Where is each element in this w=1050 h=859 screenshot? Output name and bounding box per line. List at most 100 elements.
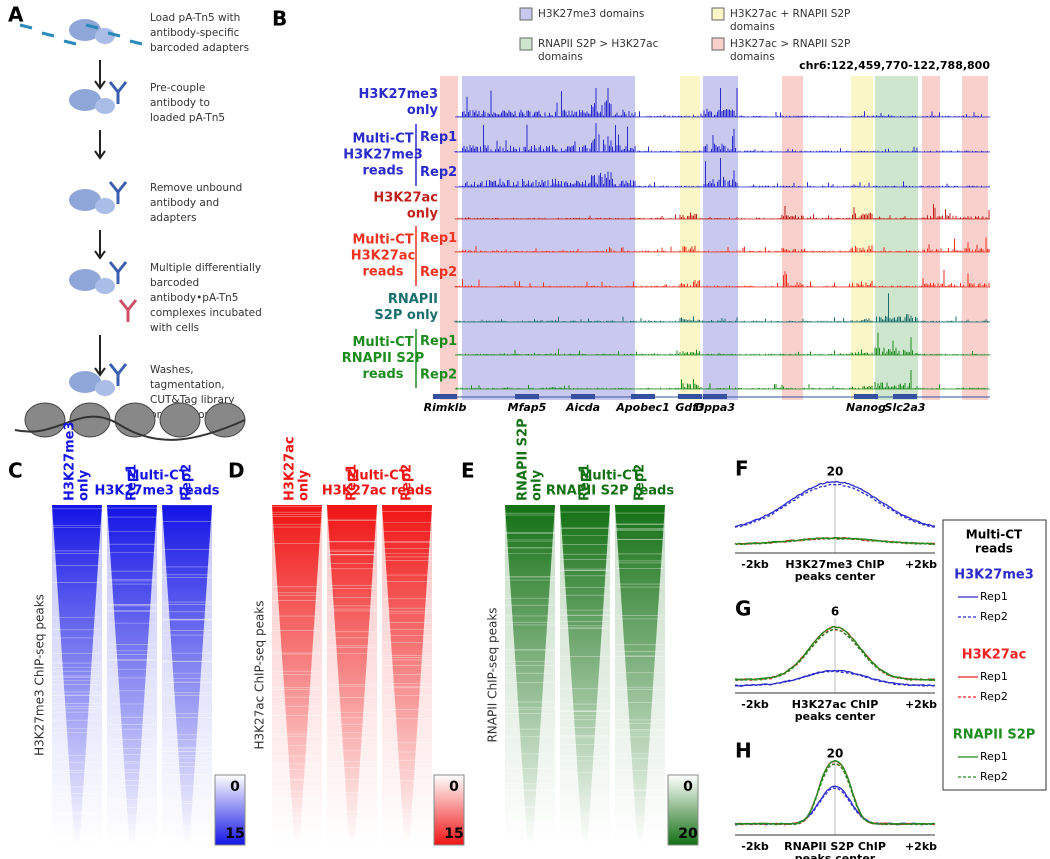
x-label: -2kb	[741, 698, 769, 711]
peak-label: 20	[827, 465, 844, 479]
heatmap-signal	[162, 505, 212, 845]
column-label: H3K27ac	[283, 436, 298, 501]
gene-label: Mfap5	[508, 401, 547, 414]
track-label: Multi-CT	[352, 233, 413, 248]
antibody-icon	[108, 261, 128, 284]
heatmap-ylabel: RNAPII ChIP-seq peaks	[486, 607, 500, 742]
track-label: reads	[362, 265, 403, 280]
protein-icon	[69, 371, 101, 393]
profile-curve	[734, 537, 936, 546]
step-text: CUT&Tag library	[150, 394, 235, 406]
panel-label: A	[8, 3, 24, 27]
track-label: H3K27ac	[351, 249, 416, 264]
gene-model	[893, 394, 917, 399]
gene-label: Aicda	[565, 401, 600, 414]
x-center-label: H3K27me3 ChIP	[785, 558, 884, 571]
panel-label: C	[8, 459, 23, 483]
heatmap-ylabel: H3K27ac ChIP-seq peaks	[253, 600, 267, 749]
panel-label: F	[735, 457, 749, 481]
rep-label: Rep1	[420, 130, 457, 145]
arrow	[94, 335, 106, 377]
gene-model	[433, 394, 457, 399]
heatmap-title: Multi-CT	[579, 469, 640, 484]
gene-model	[571, 394, 595, 399]
track-label: H3K27me3	[343, 148, 423, 163]
legend-swatch	[519, 37, 533, 51]
gene-label: Dppa3	[695, 401, 735, 414]
heatmap-signal	[560, 505, 610, 845]
column-label: Rep1	[578, 464, 593, 501]
panel-label: E	[461, 459, 475, 483]
adapter	[19, 23, 33, 30]
step-text: Pre-couple	[150, 82, 205, 94]
track-label: only	[407, 103, 439, 118]
step-text: complexes incubated	[150, 307, 262, 319]
domain-highlight	[897, 76, 918, 400]
gene-label: Nanog	[846, 401, 886, 414]
profile-curve	[735, 763, 936, 826]
protein-icon	[95, 198, 115, 214]
peak-label: 20	[827, 747, 844, 761]
legend-swatch	[711, 7, 725, 21]
track-label: reads	[362, 367, 403, 382]
arrow	[94, 130, 106, 160]
heatmap-signal	[107, 505, 157, 845]
legend-text: H3K27me3 domains	[538, 8, 644, 20]
legend-swatch	[711, 37, 725, 51]
heatmap-signal	[272, 505, 322, 845]
adapter	[85, 23, 99, 30]
heatmap-ylabel: H3K27me3 ChIP-seq peaks	[33, 594, 47, 756]
step-text: adapters	[150, 212, 197, 224]
protein-icon	[69, 89, 101, 111]
color-scale	[214, 774, 246, 846]
gene-model	[678, 394, 702, 399]
legend-group: H3K27ac	[962, 648, 1027, 663]
adapter	[63, 39, 77, 46]
rep-label: Rep2	[420, 265, 457, 280]
scale-label: 15	[444, 826, 463, 842]
step-text: antibody-specific	[150, 27, 240, 39]
rep-label: Rep1	[420, 231, 457, 246]
x-label: +2kb	[905, 840, 937, 853]
protein-icon	[69, 189, 101, 211]
gene-label: Apobec1	[615, 401, 669, 414]
step-text: antibody•pA-Tn5	[150, 292, 238, 304]
column-label: Rep1	[345, 464, 360, 501]
panel-label: G	[735, 597, 751, 621]
panel-label: B	[272, 7, 287, 31]
legend-group: H3K27me3	[954, 568, 1034, 583]
antibody-icon	[108, 81, 128, 104]
column-label: Rep1	[125, 464, 140, 501]
panel-label: D	[228, 459, 245, 483]
protein-icon	[95, 28, 115, 44]
gene-model	[631, 394, 655, 399]
heatmap-signal	[615, 505, 665, 845]
protein-icon	[95, 98, 115, 114]
heatmap-title: RNAPII S2P reads	[546, 484, 674, 499]
antibody-icon	[108, 363, 128, 386]
column-label: Rep2	[400, 464, 415, 501]
x-center-label: H3K27ac ChIP	[792, 698, 879, 711]
rep-label: Rep2	[420, 165, 457, 180]
coordinates: chr6:122,459,770-122,788,800	[799, 59, 990, 72]
adapter	[107, 31, 121, 38]
profile-curve	[734, 480, 936, 528]
domain-highlight	[680, 76, 700, 400]
heatmap-title: H3K27me3 reads	[94, 484, 219, 499]
scale-label: 0	[230, 779, 240, 795]
legend-box	[942, 519, 1047, 791]
adapter	[129, 39, 143, 46]
protein-icon	[69, 269, 101, 291]
profile-curve	[734, 628, 936, 682]
track-label: H3K27ac	[373, 191, 438, 206]
dna	[14, 415, 246, 441]
track-label: Multi-CT	[352, 132, 413, 147]
domain-highlight	[440, 76, 458, 400]
x-center-label: peaks center	[795, 852, 876, 859]
column-label: only	[297, 469, 312, 501]
step-text: Remove unbound	[150, 182, 242, 194]
scale-label: 0	[683, 779, 693, 795]
protein-icon	[69, 19, 101, 41]
profile-curve	[735, 669, 936, 687]
